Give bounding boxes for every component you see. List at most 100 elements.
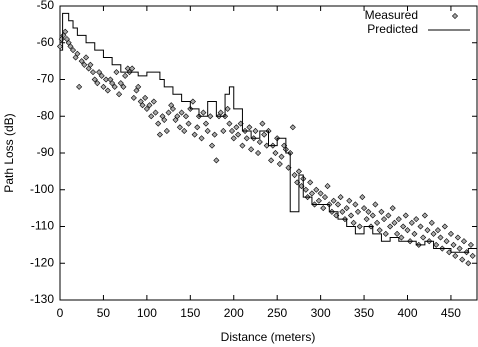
- measured-point: [255, 149, 262, 157]
- measured-point: [142, 94, 149, 101]
- measured-point: [320, 205, 327, 212]
- x-tick-label: 50: [97, 306, 111, 320]
- measured-point: [382, 230, 389, 237]
- measured-point: [100, 83, 107, 90]
- measured-point: [62, 28, 69, 35]
- plot-frame: [59, 5, 478, 301]
- measured-point: [433, 241, 440, 248]
- predicted-line: [60, 12, 478, 253]
- measured-point: [78, 58, 85, 65]
- measured-point: [220, 127, 227, 134]
- x-tick-label: 450: [441, 306, 461, 320]
- x-tick-label: 400: [397, 306, 417, 320]
- measured-point: [467, 241, 474, 248]
- measured-point: [139, 102, 146, 109]
- measured-point: [339, 208, 346, 215]
- y-tick-label: -100: [30, 182, 54, 196]
- measured-point: [372, 201, 379, 208]
- measured-point: [381, 216, 388, 223]
- measured-point: [402, 212, 409, 219]
- measured-point: [359, 194, 366, 201]
- measured-point: [70, 47, 77, 54]
- measured-point: [459, 256, 466, 263]
- legend-marker: [451, 12, 459, 20]
- measured-point: [348, 212, 355, 219]
- measured-point: [169, 105, 176, 112]
- measured-point: [363, 216, 370, 223]
- measured-point: [152, 109, 159, 116]
- x-tick-label: 300: [311, 306, 331, 320]
- measured-point: [428, 219, 435, 226]
- measured-point: [321, 194, 328, 201]
- measured-point: [209, 142, 216, 149]
- measured-point: [443, 238, 450, 245]
- measured-point: [394, 230, 401, 237]
- measured-point: [289, 124, 296, 131]
- measured-point: [376, 227, 383, 234]
- measured-point: [398, 234, 405, 241]
- measured-point: [350, 219, 357, 226]
- measured-point: [378, 208, 385, 215]
- measured-point: [391, 219, 398, 226]
- measured-point: [334, 201, 342, 208]
- measured-point: [447, 230, 454, 237]
- measured-point: [450, 241, 457, 248]
- y-tick-label: -70: [37, 72, 55, 86]
- measured-point: [96, 69, 103, 76]
- measured-point: [420, 234, 427, 241]
- measured-point: [56, 43, 64, 50]
- measured-point: [122, 72, 129, 79]
- measured-point: [469, 252, 476, 259]
- measured-point: [387, 223, 394, 230]
- measured-point: [317, 190, 324, 197]
- y-axis-label: Path Loss (dB): [2, 113, 16, 192]
- measured-point: [295, 168, 302, 175]
- y-tick-label: -90: [37, 145, 55, 159]
- measured-point: [207, 113, 214, 120]
- y-tick-label: -110: [31, 219, 54, 233]
- y-tick-label: -120: [30, 255, 54, 269]
- measured-point: [278, 153, 285, 160]
- y-tick-label: -60: [37, 35, 55, 49]
- measured-point: [430, 230, 437, 237]
- y-tick-label: -80: [37, 108, 55, 122]
- measured-point: [146, 102, 153, 109]
- measured-point: [176, 124, 183, 131]
- measured-point: [89, 69, 97, 76]
- measured-point: [276, 161, 283, 168]
- measured-point: [111, 83, 118, 90]
- measured-point: [217, 109, 224, 116]
- measured-point: [165, 109, 172, 116]
- measured-point: [156, 131, 163, 138]
- measured-point: [421, 212, 428, 219]
- measured-point: [361, 205, 368, 212]
- measured-point: [343, 205, 350, 212]
- measured-point: [204, 127, 211, 134]
- measured-point: [211, 131, 218, 138]
- measured-point: [83, 54, 90, 61]
- measured-point: [324, 183, 331, 190]
- measured-point: [228, 127, 236, 134]
- measured-point: [143, 105, 150, 112]
- measured-point: [252, 127, 259, 134]
- measured-point: [239, 142, 246, 149]
- measured-point: [456, 245, 463, 252]
- measured-point: [437, 234, 444, 241]
- x-tick-label: 0: [57, 306, 64, 320]
- measured-point: [130, 94, 137, 101]
- measured-point: [441, 223, 448, 230]
- measured-point: [465, 260, 472, 267]
- measured-point: [454, 234, 461, 241]
- measured-point: [116, 91, 123, 98]
- measured-point: [272, 149, 279, 157]
- measured-point: [268, 157, 275, 164]
- measured-point: [315, 197, 322, 204]
- measured-point: [76, 83, 83, 90]
- measured-point: [395, 216, 402, 223]
- measured-point: [202, 120, 209, 127]
- measured-point: [185, 120, 192, 127]
- measured-point: [385, 212, 392, 219]
- measured-point: [404, 227, 411, 234]
